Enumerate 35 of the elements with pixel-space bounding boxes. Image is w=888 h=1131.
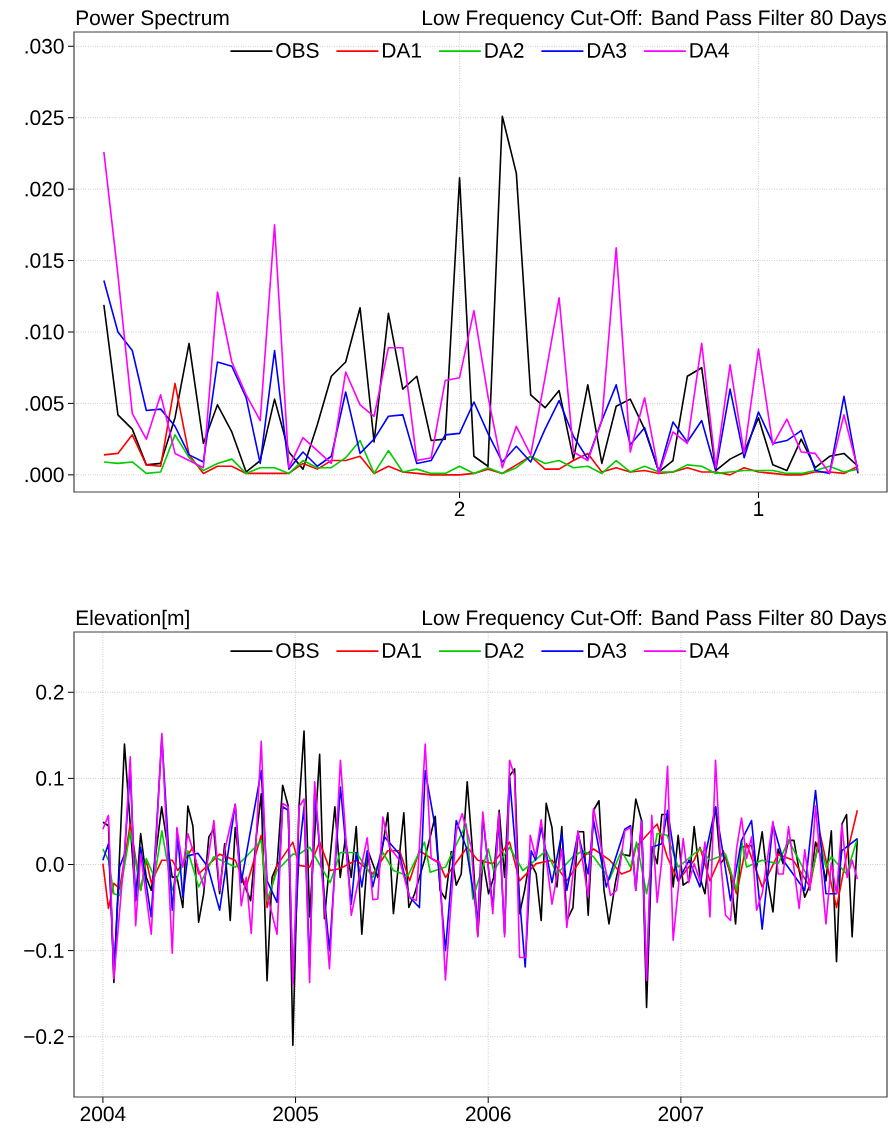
legend-label: DA4 — [690, 643, 729, 658]
y-tick-label: .005 — [25, 396, 64, 411]
legend-label: OBS — [276, 643, 319, 658]
y-tick-label: .025 — [25, 110, 64, 126]
y-tick-label: .015 — [25, 253, 64, 268]
y-tick-label: 0.0 — [36, 857, 64, 872]
line-series — [103, 279, 859, 475]
line-series — [102, 809, 859, 910]
legend-label: DA1 — [383, 643, 421, 658]
y-tick-label: 0.1 — [36, 770, 64, 786]
y-axis-title: Elevation[m] — [76, 609, 189, 630]
x-tick-label: 2004 — [80, 1106, 126, 1122]
y-tick-label: .000 — [25, 467, 64, 483]
chart-title: Low Frequency Cut-Off: Band Pass Filter 80 Days — [423, 9, 886, 30]
y-tick-label: −0.2 — [24, 1029, 64, 1045]
x-tick-label: 2006 — [465, 1106, 511, 1122]
y-axis-title: Power Spectrum — [76, 10, 229, 30]
legend-label: OBS — [276, 43, 319, 58]
line-series — [102, 823, 859, 902]
y-tick-label: .030 — [25, 38, 64, 54]
x-tick-label: 1 — [754, 501, 764, 516]
x-tick-label: 2005 — [273, 1106, 318, 1122]
y-tick-label: .020 — [25, 181, 64, 197]
chart-title: Low Frequency Cut-Off: Band Pass Filter 80 Days — [423, 609, 886, 630]
legend-label: DA4 — [690, 43, 729, 58]
legend-label: DA1 — [383, 43, 421, 58]
y-tick-label: 0.2 — [36, 684, 64, 700]
x-tick-label: 2007 — [658, 1106, 704, 1122]
legend-label: DA2 — [485, 43, 524, 58]
y-tick-label: −0.1 — [24, 943, 64, 959]
legend-label: DA2 — [485, 643, 524, 658]
x-tick-label: 2 — [454, 501, 465, 517]
legend-label: DA3 — [587, 643, 627, 658]
y-tick-label: .010 — [25, 324, 64, 340]
legend-label: DA3 — [587, 43, 627, 58]
